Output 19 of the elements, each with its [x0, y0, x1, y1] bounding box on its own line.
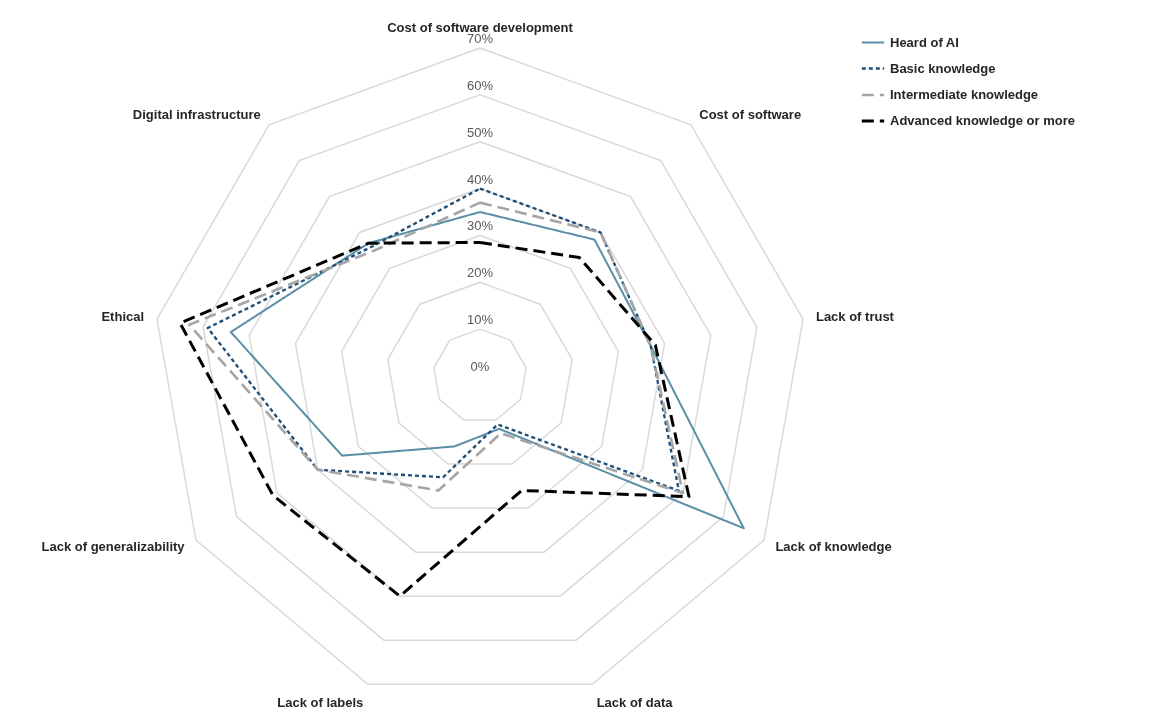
- spoke-label: Lack of knowledge: [775, 538, 892, 554]
- y-tick-label: 30%: [466, 218, 494, 234]
- y-tick-label: 40%: [466, 171, 494, 187]
- legend-label: Intermediate knowledge: [890, 87, 1039, 102]
- y-tick-label: 10%: [466, 312, 494, 328]
- spoke-label: Lack of generalizability: [41, 538, 186, 554]
- spoke-label: Cost of software: [699, 106, 802, 122]
- spoke-label: Lack of trust: [815, 308, 895, 324]
- y-tick-label: 0%: [470, 359, 490, 374]
- legend-label: Basic knowledge: [890, 60, 996, 76]
- y-tick-label: 20%: [466, 265, 494, 281]
- legend-label: Heard of AI: [890, 34, 959, 50]
- spoke-label: Lack of labels: [277, 694, 364, 710]
- y-tick-label: 60%: [466, 77, 494, 93]
- spoke-label: Digital infrastructure: [132, 106, 261, 122]
- legend-label: Advanced knowledge or more: [890, 113, 1075, 128]
- spoke-label: Ethical: [101, 308, 145, 324]
- spoke-label: Lack of data: [596, 694, 674, 710]
- y-tick-label: 50%: [466, 124, 494, 140]
